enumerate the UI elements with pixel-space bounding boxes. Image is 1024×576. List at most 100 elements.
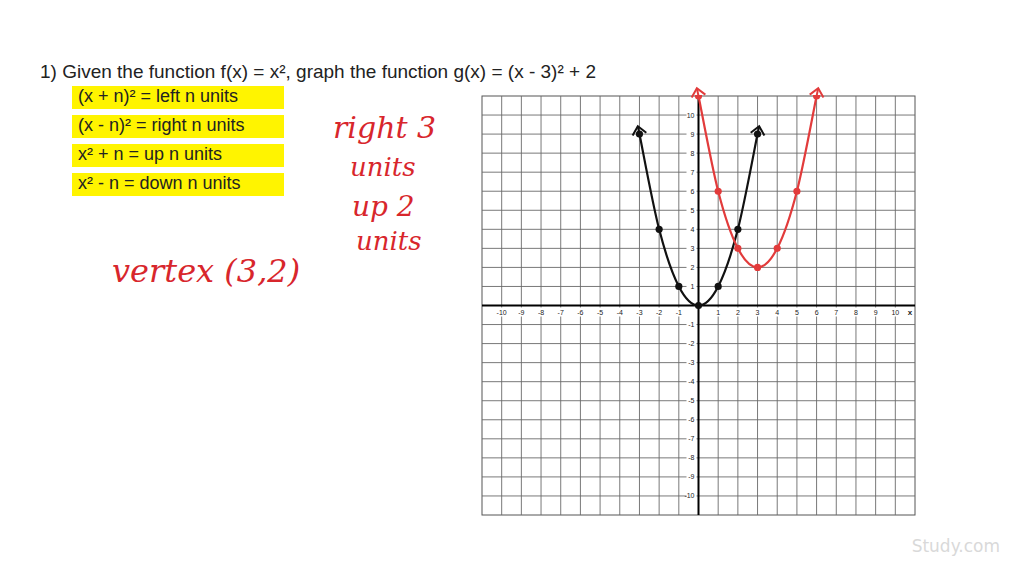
- y-tick-label: 4: [691, 226, 695, 233]
- y-tick-label: 3: [691, 245, 695, 252]
- tick-label-bg: [687, 149, 697, 158]
- tick-label-bg: [687, 130, 697, 139]
- point: [695, 302, 702, 309]
- x-tick-label: 3: [756, 309, 760, 316]
- handwritten-note: units: [350, 152, 416, 182]
- y-tick-label: 5: [691, 207, 695, 214]
- tick-label-bg: [497, 308, 507, 317]
- arrow-stem: [697, 88, 699, 96]
- tick-label-bg: [713, 308, 723, 317]
- plot-frame: [482, 96, 915, 515]
- tick-label-bg: [556, 308, 566, 317]
- x-tick-label: -2: [656, 309, 662, 316]
- x-tick-label: -5: [597, 309, 603, 316]
- rule-text: x² + n = up n units: [78, 144, 222, 164]
- tick-label-bg: [851, 308, 861, 317]
- point: [656, 226, 663, 233]
- tick-label-bg: [753, 308, 763, 317]
- tick-label-bg: [687, 282, 697, 291]
- arrowhead: [633, 126, 647, 135]
- arrow-stem: [758, 126, 760, 134]
- point: [715, 188, 722, 195]
- y-tick-label: 7: [691, 169, 695, 176]
- y-tick-label: -5: [688, 397, 694, 404]
- tick-label-bg: [733, 308, 743, 317]
- x-tick-label: -8: [538, 309, 544, 316]
- y-tick-label: 6: [691, 188, 695, 195]
- arrow-stem: [638, 126, 640, 134]
- point: [793, 188, 800, 195]
- y-tick-label: -6: [688, 416, 694, 423]
- y-tick-label: -9: [688, 473, 694, 480]
- grid: [482, 96, 915, 515]
- handwritten-note: vertex (3,2): [112, 252, 300, 290]
- tick-label-bg: [654, 308, 664, 317]
- y-tick-label: -1: [688, 321, 694, 328]
- x-tick-label: -10: [497, 309, 507, 316]
- tick-label-bg: [516, 308, 526, 317]
- handwritten-note: right 3: [333, 110, 436, 145]
- x-tick-label: -1: [676, 309, 682, 316]
- y-tick-label: -4: [688, 378, 694, 385]
- arrowhead: [810, 88, 824, 97]
- tick-label-bg: [687, 397, 697, 406]
- y-tick-label: -3: [688, 359, 694, 366]
- tick-label-bg: [687, 187, 697, 196]
- x-tick-label: 10: [891, 309, 899, 316]
- arrowhead: [751, 126, 765, 135]
- tick-label-bg: [536, 308, 546, 317]
- x-tick-label: -9: [518, 309, 524, 316]
- curve: [639, 134, 757, 305]
- point: [774, 245, 781, 252]
- arrow-stem: [817, 88, 819, 96]
- tick-label-bg: [871, 308, 881, 317]
- tick-label-bg: [772, 308, 782, 317]
- x-tick-label: -3: [636, 309, 642, 316]
- tick-label-bg: [634, 308, 644, 317]
- tick-label-bg: [687, 263, 697, 272]
- handwritten-note: up 2: [352, 190, 415, 223]
- x-tick-label: -6: [577, 309, 583, 316]
- x-tick-label: -4: [617, 309, 623, 316]
- tick-label-bg: [890, 308, 900, 317]
- x-tick-label: 8: [854, 309, 858, 316]
- tick-label-bg: [674, 308, 684, 317]
- x-tick-label: -7: [558, 309, 564, 316]
- y-tick-label: 8: [691, 150, 695, 157]
- tick-label-bg: [687, 321, 697, 330]
- tick-label-bg: [812, 308, 822, 317]
- tick-label-bg: [687, 359, 697, 368]
- tick-label-bg: [687, 454, 697, 463]
- x-tick-label: 6: [815, 309, 819, 316]
- handwritten-note: units: [356, 226, 422, 256]
- tick-label-bg: [687, 206, 697, 215]
- x-tick-label: 1: [716, 309, 720, 316]
- y-tick-label: -2: [688, 340, 694, 347]
- tick-label-bg: [687, 435, 697, 444]
- tick-label-bg: [615, 308, 625, 317]
- rule-text: x² - n = down n units: [78, 173, 241, 193]
- point: [675, 283, 682, 290]
- arrowhead: [692, 88, 706, 97]
- tick-label-bg: [687, 225, 697, 234]
- point: [715, 283, 722, 290]
- rule-text: (x - n)² = right n units: [78, 115, 245, 135]
- tick-label-bg: [687, 111, 697, 120]
- page: 1) Given the function f(x) = x², graph t…: [0, 0, 1024, 576]
- x-tick-label: 2: [736, 309, 740, 316]
- tick-label-bg: [687, 340, 697, 349]
- y-tick-label: -7: [688, 435, 694, 442]
- y-tick-label: 10: [687, 112, 695, 119]
- point: [734, 245, 741, 252]
- y-tick-label: 2: [691, 264, 695, 271]
- y-tick-label: -8: [688, 454, 694, 461]
- x-tick-label: 5: [795, 309, 799, 316]
- tick-label-bg: [687, 168, 697, 177]
- tick-label-bg: [687, 473, 697, 482]
- plot-area: [636, 95, 820, 309]
- title: 1) Given the function f(x) = x², graph t…: [40, 61, 596, 82]
- x-tick-label: 4: [775, 309, 779, 316]
- highlight: [72, 115, 284, 138]
- highlight: [72, 173, 284, 196]
- y-tick-label: 1: [691, 283, 695, 290]
